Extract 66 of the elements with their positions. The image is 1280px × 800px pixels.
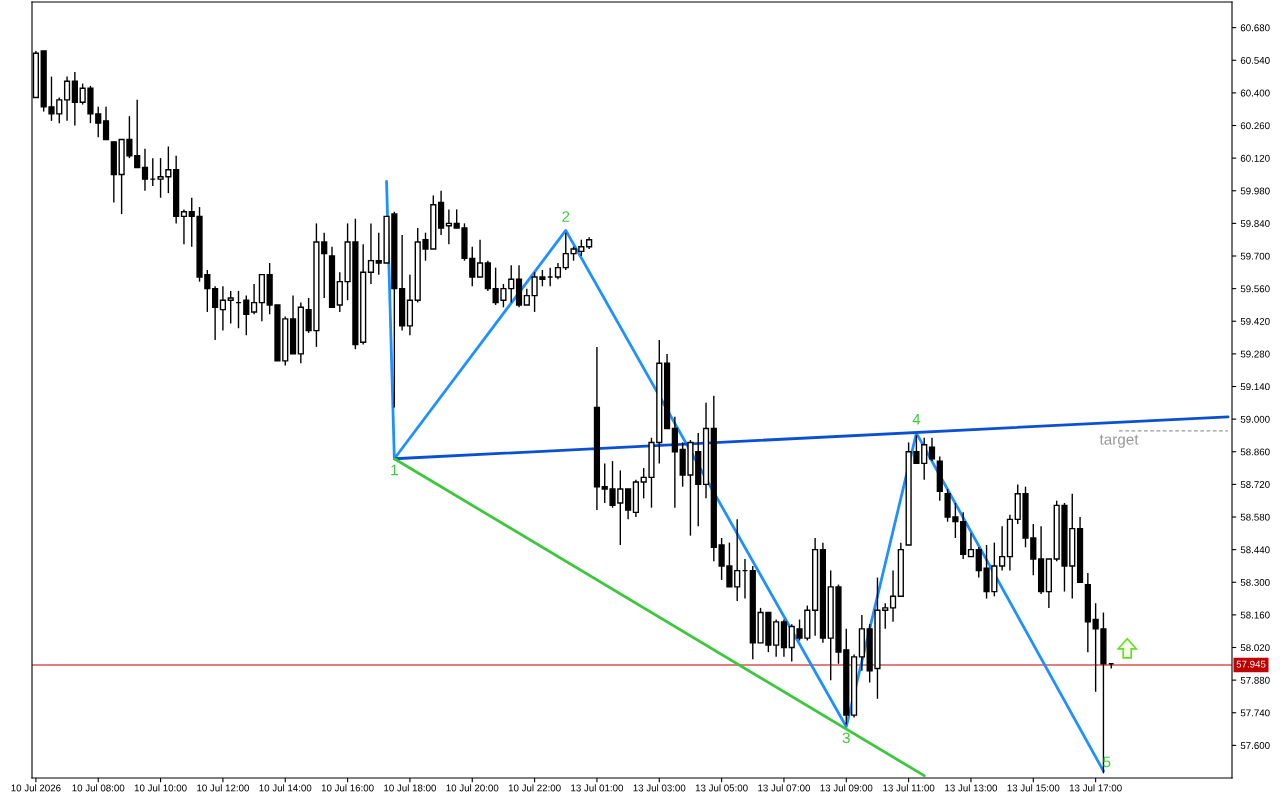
candlestick [71, 71, 78, 127]
y-tick-label: 60.260 [1240, 122, 1270, 130]
x-tick-label: 13 Jul 13:00 [945, 784, 998, 792]
candlestick [624, 488, 632, 521]
y-tick-label: 58.160 [1240, 611, 1270, 619]
candlestick [212, 285, 219, 341]
x-tick-label: 13 Jul 09:00 [820, 784, 873, 792]
y-tick-label: 58.580 [1240, 513, 1270, 521]
y-tick-label: 59.000 [1240, 415, 1270, 423]
x-tick-label: 13 Jul 05:00 [695, 784, 748, 792]
candlestick [476, 238, 484, 278]
annotation: 2 [562, 211, 570, 222]
y-tick-label: 58.860 [1240, 448, 1270, 456]
candlestick [889, 569, 897, 623]
candlestick [243, 294, 250, 336]
x-tick-label: 10 Jul 08:00 [72, 784, 125, 792]
candlestick [102, 106, 110, 141]
x-tick-label: 10 Jul 18:00 [384, 784, 437, 792]
candlestick [967, 532, 975, 558]
y-tick-label: 57.600 [1240, 742, 1270, 749]
candlestick [141, 148, 149, 192]
x-tick-label: 13 Jul 07:00 [758, 784, 811, 792]
y-tick-label: 60.680 [1240, 24, 1270, 32]
x-tick-label: 13 Jul 11:00 [883, 784, 935, 792]
annotation: 1 [391, 464, 398, 476]
candlestick [773, 618, 780, 658]
y-tick-label: 59.140 [1240, 383, 1270, 391]
x-tick-label: 10 Jul 22:00 [508, 784, 561, 792]
x-tick-label: 10 Jul 2026 [11, 784, 61, 792]
candlestick [63, 75, 71, 122]
y-tick-label: 59.560 [1240, 285, 1270, 293]
x-tick-label: 10 Jul 20:00 [446, 784, 499, 792]
candlestick [671, 416, 678, 509]
candlestick [219, 285, 227, 332]
candlestick [180, 208, 188, 246]
series-label: target [1099, 434, 1139, 448]
candlestick [250, 283, 258, 315]
x-tick-label: 10 Jul 10:00 [134, 784, 187, 792]
y-tick-label: 60.540 [1240, 56, 1270, 64]
annotation: 4 [912, 414, 921, 425]
y-tick-label: 58.300 [1240, 578, 1270, 586]
y-tick-label: 59.420 [1240, 317, 1270, 325]
candlestick [227, 290, 234, 325]
y-tick-label: 59.280 [1240, 350, 1270, 358]
annotation: 3 [842, 732, 850, 744]
x-tick-label: 10 Jul 16:00 [321, 784, 374, 792]
y-tick-label: 58.440 [1240, 546, 1270, 554]
y-tick-label: 59.700 [1240, 252, 1270, 260]
x-tick-label: 13 Jul 15:00 [1007, 784, 1060, 792]
y-tick-label: 59.980 [1240, 187, 1270, 195]
y-tick-label: 60.120 [1240, 154, 1270, 162]
x-tick-label: 10 Jul 12:00 [197, 784, 250, 792]
x-tick-label: 13 Jul 01:00 [571, 784, 624, 792]
y-tick-label: 58.020 [1240, 644, 1270, 652]
y-tick-label: 59.840 [1240, 220, 1270, 227]
candlestick [928, 437, 936, 462]
x-tick-label: 13 Jul 03:00 [633, 784, 686, 792]
y-tick-label: 57.740 [1240, 709, 1270, 717]
y-tick-label: 58.720 [1240, 481, 1270, 488]
y-tick-label: 60.400 [1240, 89, 1270, 97]
candlestick [999, 525, 1006, 572]
x-tick-label: 13 Jul 17:00 [1069, 784, 1122, 792]
x-tick-label: 10 Jul 14:00 [259, 784, 312, 792]
candlestick [367, 222, 375, 285]
ref-line-label: 57.945 [1236, 660, 1266, 668]
y-tick-label: 57.880 [1240, 676, 1270, 684]
